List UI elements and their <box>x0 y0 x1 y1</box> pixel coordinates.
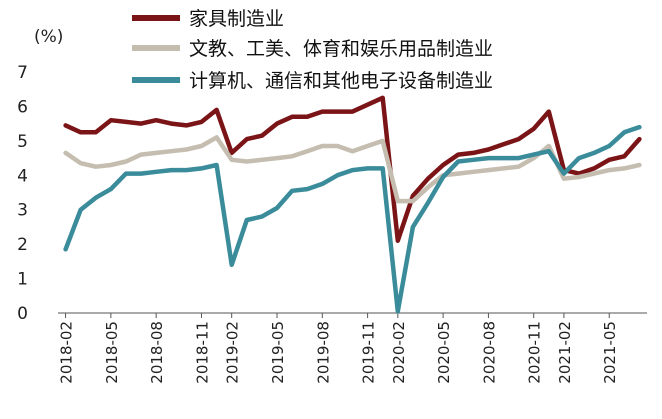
x-tick-label: 2018-11 <box>193 321 211 384</box>
x-tick-label: 2019-05 <box>269 321 287 384</box>
x-tick-label: 2019-02 <box>224 321 242 384</box>
x-tick-label: 2021-05 <box>601 321 619 384</box>
y-axis-unit-label: (%) <box>34 27 63 47</box>
x-tick-label: 2018-02 <box>58 321 76 384</box>
series-lines <box>63 95 642 314</box>
y-tick-label: 4 <box>17 166 28 186</box>
y-tick-label: 2 <box>17 235 28 255</box>
y-tick-label: 3 <box>17 201 28 221</box>
x-tick-label: 2019-11 <box>360 321 378 384</box>
y-tick-label: 5 <box>17 132 28 152</box>
legend-label: 计算机、通信和其他电子设备制造业 <box>189 70 493 92</box>
x-tick-label: 2020-08 <box>480 321 498 384</box>
y-tick-label: 7 <box>17 63 28 83</box>
x-tick-label: 2019-08 <box>314 321 332 384</box>
x-tick-label: 2018-05 <box>103 321 121 384</box>
x-tick-label: 2020-02 <box>390 321 408 384</box>
legend-label: 文教、工美、体育和娱乐用品制造业 <box>189 38 493 60</box>
y-tick-label: 6 <box>17 97 28 117</box>
y-axis-tick-labels: 0 1 2 3 4 5 6 7 <box>17 63 28 324</box>
x-tick-label: 2018-08 <box>148 321 166 384</box>
x-axis: 2018-02 2018-05 2018-08 2018-11 2019-02 2019-… <box>58 312 647 384</box>
x-tick-label: 2020-05 <box>435 321 453 384</box>
y-tick-label: 0 <box>17 304 28 324</box>
x-tick-label: 2021-02 <box>556 321 574 384</box>
series-line-2 <box>63 124 642 314</box>
x-tick-label: 2020-11 <box>526 321 544 384</box>
series-line-0 <box>63 95 642 243</box>
y-tick-label: 1 <box>17 270 28 290</box>
legend-label: 家具制造业 <box>189 8 284 30</box>
